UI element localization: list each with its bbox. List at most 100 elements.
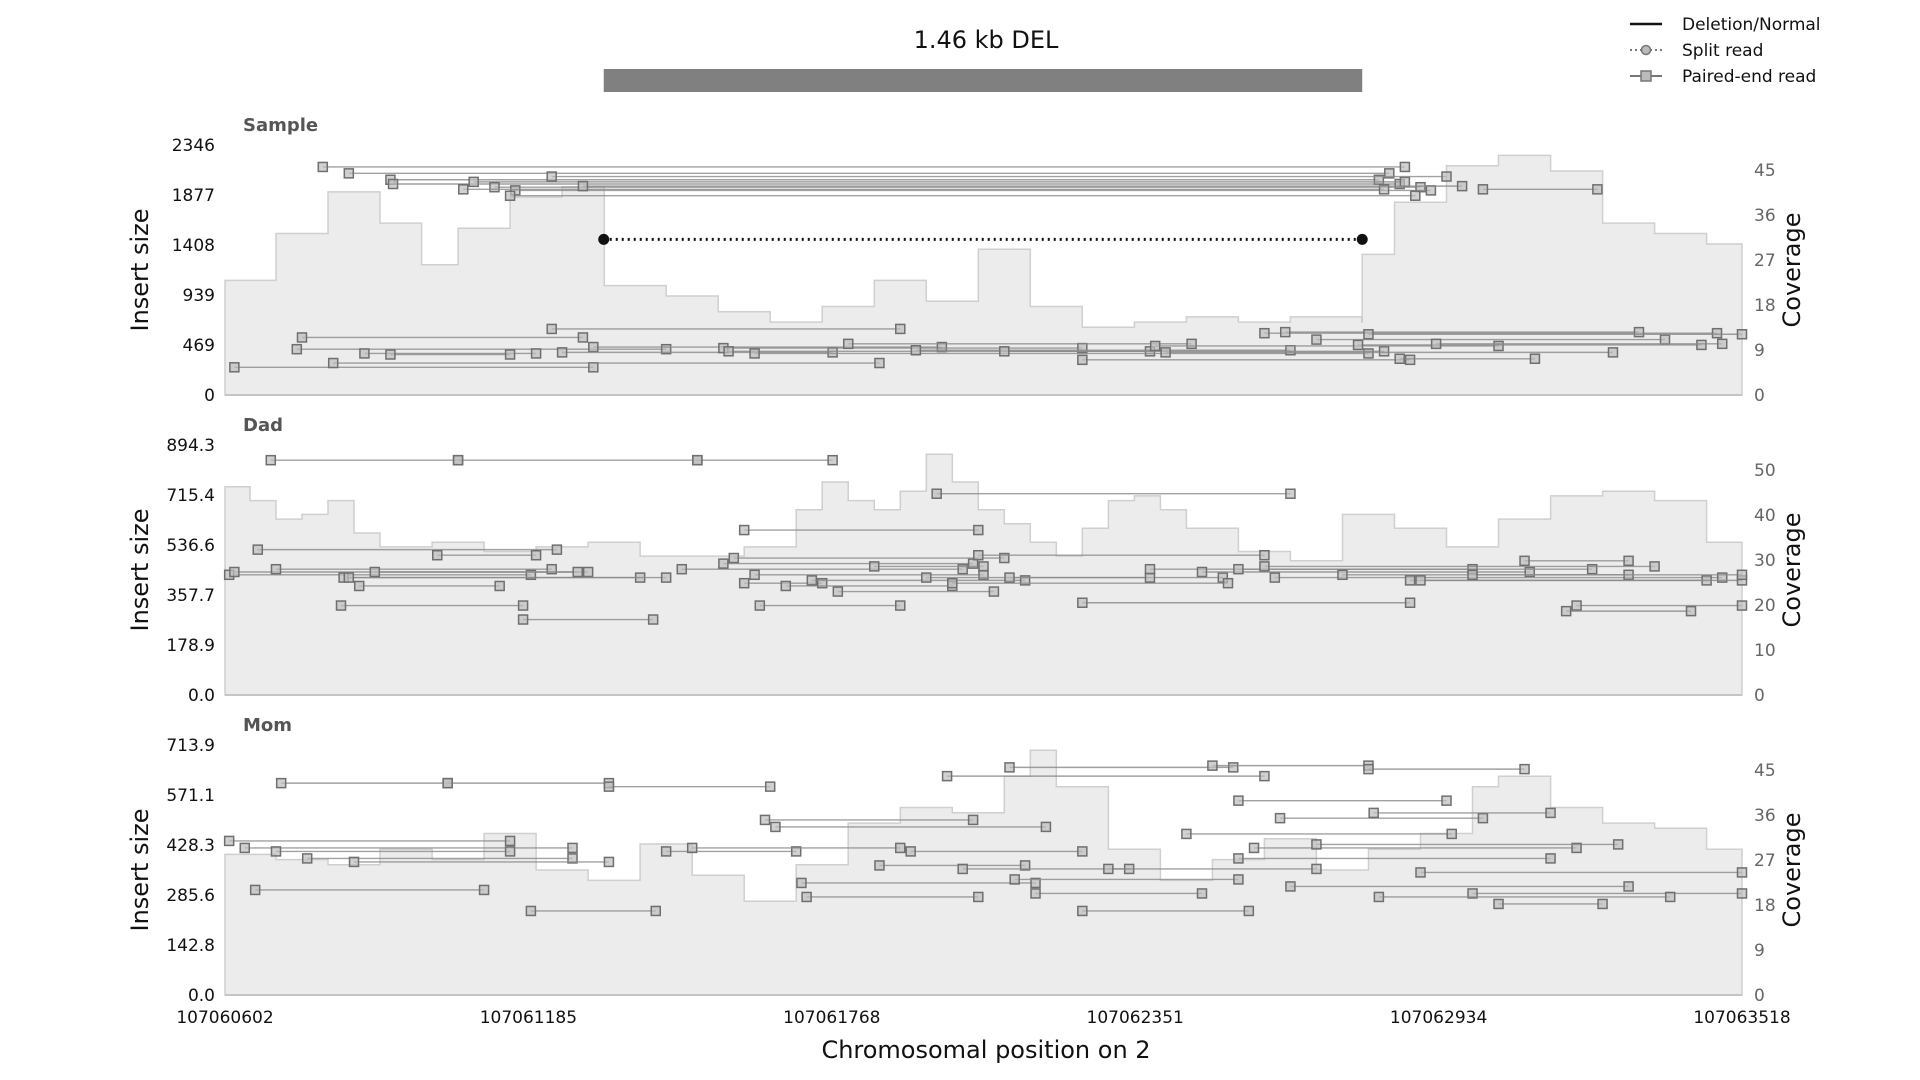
paired-end-read [369,566,583,578]
paired-end-marker [1233,853,1244,864]
paired-end-marker [832,586,844,597]
paired-end-marker [1410,190,1421,201]
paired-end-marker [1467,888,1478,899]
paired-end-read [770,821,1052,833]
paired-end-marker [353,580,365,592]
x-tick-label: 107061768 [783,1008,880,1028]
y2-tick-label: 9 [1754,941,1765,961]
paired-end-marker [556,347,568,358]
paired-end-marker [1311,863,1322,875]
paired-end-marker [759,814,771,826]
paired-end-marker [1685,605,1697,617]
paired-end-marker [1077,597,1088,608]
paired-end-marker [1607,347,1619,358]
paired-end-marker [1716,572,1728,583]
y2-tick-label: 0 [1754,386,1765,406]
paired-end-marker [790,846,802,857]
paired-end-read [718,558,979,569]
paired-end-marker [1259,770,1270,782]
paired-end-read [842,338,1197,350]
paired-end-marker [1586,563,1598,575]
y-tick-label: 571.1 [166,786,215,806]
paired-end-marker [1149,340,1161,352]
paired-end-marker [1493,898,1504,910]
paired-end-marker [223,835,235,847]
y-axis-title: Insert size [126,809,154,932]
paired-end-read [468,176,1411,188]
paired-end-marker [275,777,287,789]
paired-end-marker [385,349,396,360]
paired-end-marker [1736,888,1748,899]
paired-end-marker [1285,488,1296,499]
paired-end-read [239,842,578,854]
paired-end-marker [1696,339,1707,351]
paired-end-marker [1477,184,1489,195]
y2-tick-label: 27 [1754,851,1776,871]
paired-end-marker [478,884,490,896]
paired-end-marker [1144,563,1156,575]
paired-end-read [1493,898,1608,910]
paired-end-read [1368,807,1556,819]
x-tick-label: 107060602 [176,1008,273,1028]
paired-end-read [1363,763,1530,775]
paired-end-marker [973,524,984,536]
paired-end-marker [468,176,479,188]
paired-end-read [801,891,984,903]
paired-end-marker [1311,839,1322,850]
paired-end-read [1519,555,1634,567]
paired-end-marker [1269,572,1281,583]
paired-end-read [1285,881,1634,892]
paired-end-marker [432,549,443,561]
paired-end-marker [1399,161,1411,173]
paired-end-marker [1467,569,1478,581]
paired-end-marker [1259,561,1270,572]
paired-end-read [874,860,1031,871]
paired-end-read [973,549,1270,561]
paired-end-marker [442,777,453,789]
y-axis-title: Insert size [126,509,154,632]
paired-end-marker [999,346,1010,357]
paired-end-read [348,856,615,868]
paired-end-read [1415,867,1748,878]
panel-dad: 0.0 178.9 357.7 536.6 715.4 894.3 0 10 20 30 40 50 D… [126,415,1806,706]
paired-end-read [1415,575,1748,586]
paired-end-read [686,842,906,854]
x-tick-label: 107063518 [1693,1008,1790,1028]
paired-end-read [754,600,906,611]
paired-end-marker [801,891,812,903]
paired-end-marker [941,770,953,782]
paired-end-marker [1441,171,1452,182]
paired-end-read [442,777,615,789]
paired-end-marker [1233,874,1244,885]
paired-end-marker [1649,561,1660,572]
paired-end-read [335,600,529,611]
paired-end-read [749,348,1374,359]
paired-end-marker [988,586,1000,597]
legend-marker-split [1640,44,1652,56]
paired-end-marker [1597,898,1608,910]
paired-end-marker [738,577,750,589]
paired-end-marker [572,566,583,578]
y-tick-label: 0.0 [188,986,215,1006]
paired-end-marker [770,821,781,833]
paired-end-marker [530,348,542,359]
paired-end-read [931,488,1296,499]
paired-end-marker [546,323,557,335]
paired-end-marker [1337,569,1348,581]
paired-end-read [577,180,1468,192]
y-tick-label: 715.4 [166,486,215,506]
paired-end-marker [827,454,838,466]
paired-end-marker [265,454,277,466]
paired-end-marker [660,572,672,583]
paired-end-marker [874,860,885,871]
y2-tick-label: 18 [1754,896,1776,916]
y-tick-label: 178.9 [166,636,215,656]
panel-sample: 0 469 939 1408 1877 2346 0 9 18 27 36 45 Sample Inser… [126,115,1806,406]
paired-end-marker [1378,184,1390,195]
paired-end-marker [270,846,282,857]
paired-end-marker [504,835,516,847]
paired-end-marker [895,842,906,854]
paired-end-marker [577,180,589,192]
paired-end-read [546,171,1452,182]
paired-end-marker [1196,566,1208,578]
